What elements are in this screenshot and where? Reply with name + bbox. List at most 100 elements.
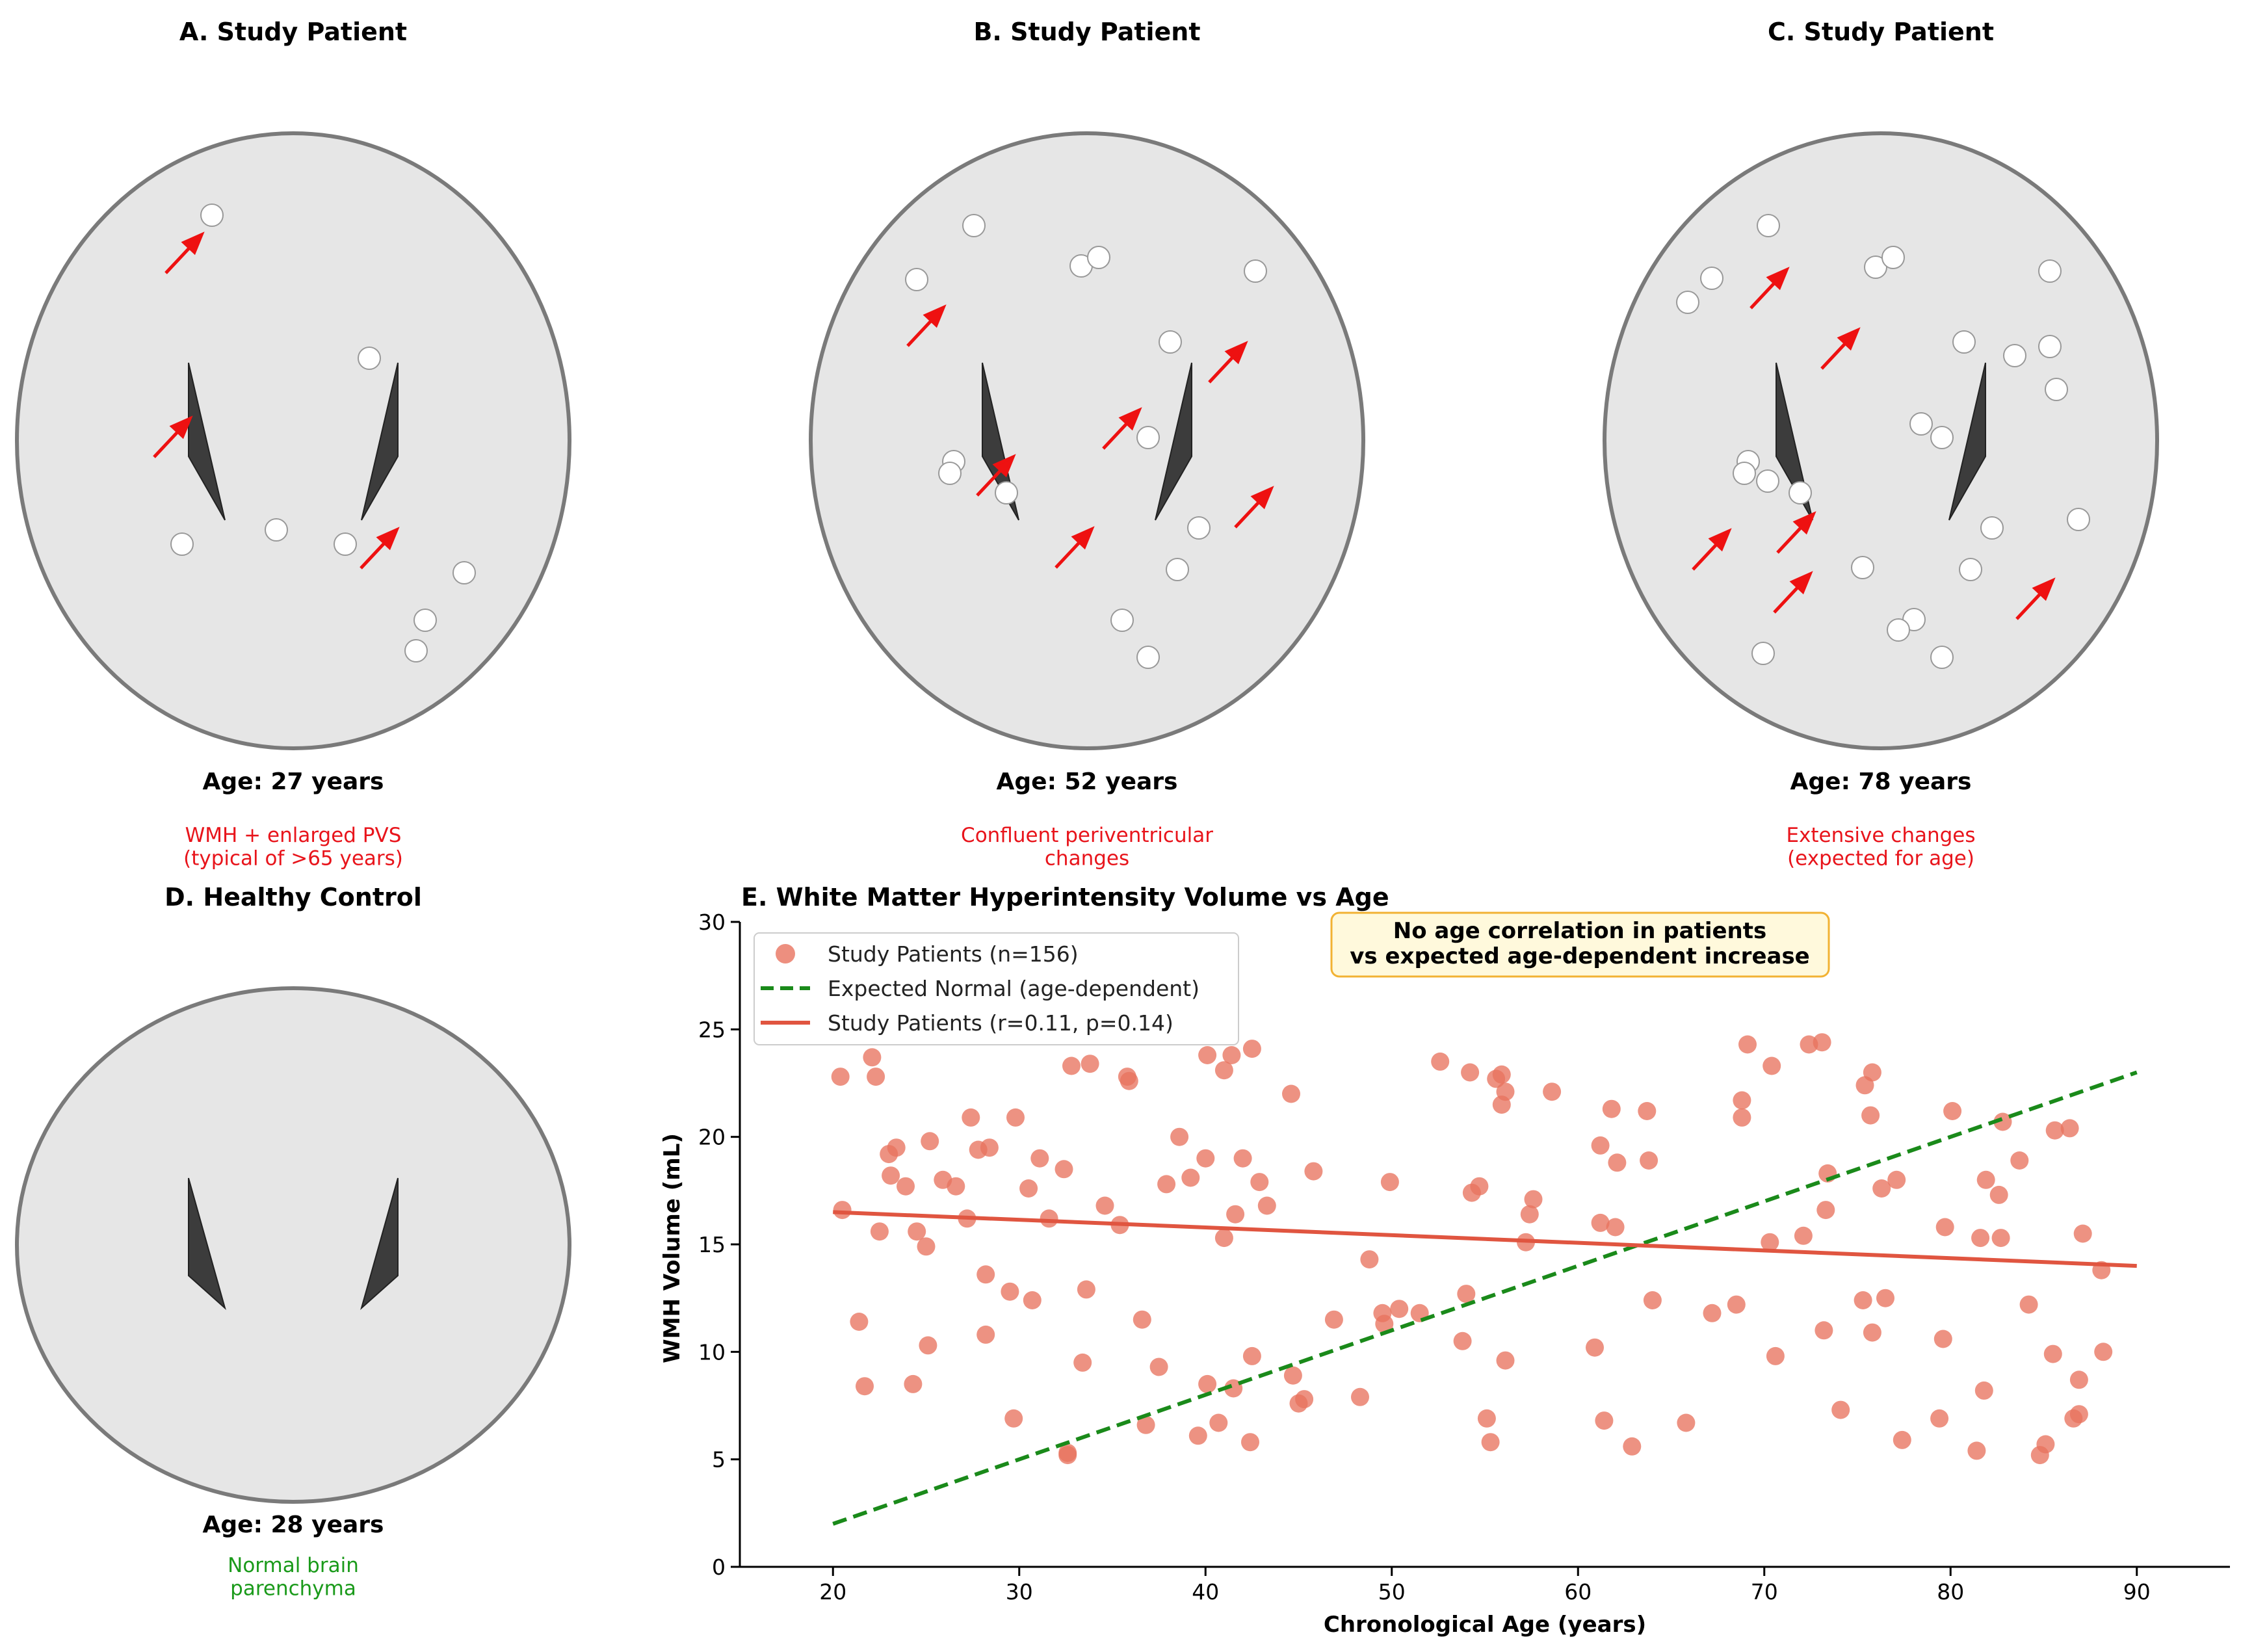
lesion-spot — [358, 347, 381, 370]
annotation: No age correlation in patients vs expecte… — [1330, 911, 1830, 978]
arrow-icon — [2015, 577, 2056, 620]
scatter-point — [1496, 1351, 1515, 1370]
lesion-spot — [2067, 508, 2090, 531]
lesion-spot — [938, 462, 962, 485]
scatter-point — [850, 1313, 869, 1331]
lesion-spot — [1930, 426, 1954, 449]
panel-a-right-ventricle — [361, 362, 399, 521]
scatter-point — [904, 1374, 923, 1393]
scatter-point — [1470, 1177, 1489, 1196]
scatter-point — [1073, 1353, 1092, 1372]
scatter-point — [976, 1265, 995, 1284]
panel-a-left-ventricle — [188, 362, 226, 521]
scatter-point — [1586, 1338, 1604, 1357]
scatter-point — [2060, 1119, 2079, 1138]
scatter-point — [1198, 1374, 1217, 1393]
scatter-point — [1496, 1082, 1515, 1101]
y-tick-label: 25 — [698, 1017, 726, 1042]
lesion-spot — [1789, 481, 1812, 505]
scatter-point — [1591, 1136, 1610, 1155]
scatter-point — [1477, 1409, 1496, 1428]
arrow-icon — [1773, 571, 1813, 614]
legend-label-scatter: Study Patients (n=156) — [828, 941, 1079, 967]
scatter-point — [1933, 1330, 1952, 1348]
scatter-point — [1794, 1226, 1813, 1245]
scatter-point — [1623, 1437, 1642, 1456]
scatter-point — [831, 1068, 850, 1086]
lesion-spot — [1864, 256, 1887, 279]
panel-b-note: Confluent periventricular changes — [961, 824, 1213, 871]
panel-c-title: C. Study Patient — [1768, 18, 1994, 46]
panel-b-age: Age: 52 years — [997, 768, 1178, 795]
scatter-point — [1524, 1190, 1543, 1209]
lesion-spot — [1136, 426, 1160, 449]
panel-c-arrows — [1692, 267, 2056, 620]
lesion-spot — [170, 532, 194, 556]
x-tick-label: 40 — [1192, 1579, 1219, 1605]
scatter-point — [1120, 1071, 1138, 1090]
legend: Study Patients (n=156) Expected Normal (… — [754, 932, 1239, 1045]
lesion-spot — [1676, 291, 1699, 314]
scatter-point — [1431, 1052, 1450, 1071]
scatter-point — [1257, 1196, 1276, 1215]
scatter-point — [2019, 1295, 2038, 1314]
scatter-point — [1976, 1170, 1995, 1189]
legend-marker-scatter — [776, 944, 795, 964]
chart-title: E. White Matter Hyperintensity Volume vs… — [741, 883, 1389, 911]
panel-b-lesions — [905, 214, 1267, 669]
scatter-point — [1863, 1063, 1881, 1082]
scatter-point — [1095, 1196, 1114, 1215]
scatter-point — [1872, 1179, 1891, 1198]
panel-c-note: Extensive changes (expected for age) — [1786, 824, 1975, 871]
x-tick-label: 20 — [819, 1579, 846, 1605]
scatter-point — [1241, 1433, 1259, 1452]
scatter-point — [1967, 1441, 1986, 1460]
arrow-icon — [1750, 267, 1790, 309]
lesion-spot — [1159, 330, 1182, 354]
scatter-point — [1453, 1331, 1472, 1350]
scatter-point — [1226, 1205, 1245, 1224]
scatter-point — [2073, 1224, 2092, 1243]
lesion-spot — [1733, 462, 1756, 485]
panel-a-brain — [15, 131, 571, 750]
panel-b-arrows — [906, 304, 1274, 569]
scatter-point — [882, 1166, 900, 1185]
scatter-point — [1520, 1205, 1539, 1224]
scatter-point — [919, 1336, 937, 1355]
panel-d-left-ventricle — [188, 1177, 226, 1311]
scatter-point — [1004, 1409, 1023, 1428]
panel-d-brain — [15, 986, 571, 1504]
panel-b-title: B. Study Patient — [973, 18, 1200, 46]
scatter-point — [1019, 1179, 1038, 1198]
scatter-point — [2045, 1121, 2064, 1140]
scatter-point — [2036, 1435, 2055, 1454]
scatter-point — [1250, 1173, 1269, 1192]
scatter-point — [1324, 1310, 1343, 1329]
series-layer — [831, 1033, 2138, 1526]
scatter-point — [1077, 1280, 1095, 1299]
scatter-point — [1989, 1185, 2008, 1204]
y-tick-label: 10 — [698, 1339, 726, 1365]
panel-a-title: A. Study Patient — [179, 18, 407, 46]
scatter-point — [1861, 1106, 1880, 1125]
panel-c-age: Age: 78 years — [1790, 768, 1972, 795]
lesion-spot — [1881, 246, 1905, 269]
lesion-spot — [2038, 259, 2062, 283]
y-tick-label: 0 — [712, 1554, 726, 1580]
scatter-point — [1375, 1315, 1394, 1333]
lesion-spot — [1136, 646, 1160, 669]
y-tick-label: 5 — [712, 1447, 726, 1473]
scatter-point — [2010, 1151, 2029, 1170]
scatter-point — [1380, 1173, 1399, 1192]
scatter-point — [1761, 1233, 1779, 1252]
legend-label-expected: Expected Normal (age-dependent) — [828, 976, 1199, 1001]
arrow-icon — [360, 527, 400, 570]
scatter-point — [1993, 1112, 2012, 1131]
scatter-point — [1638, 1102, 1657, 1120]
panel-d-note: Normal brain parenchyma — [228, 1554, 359, 1601]
panel-a-arrows — [153, 231, 400, 570]
scatter-point — [1006, 1108, 1025, 1127]
scatter-point — [1481, 1433, 1500, 1452]
scatter-point — [867, 1068, 885, 1086]
scatter-point — [1214, 1061, 1233, 1080]
